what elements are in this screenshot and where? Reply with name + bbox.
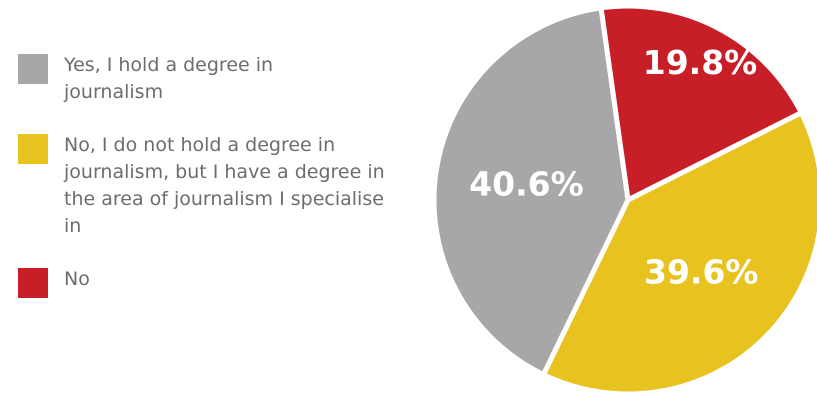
legend-swatch-yellow xyxy=(18,134,48,164)
legend-label: Yes, I hold a degree in journalism xyxy=(64,54,274,103)
legend-item-specialism-degree: No, I do not hold a degree in journalism… xyxy=(18,132,394,240)
data-label-no: 19.8% xyxy=(643,43,758,82)
legend-swatch-gray xyxy=(18,54,48,84)
legend-item-no: No xyxy=(18,266,418,298)
legend-label: No, I do not hold a degree in journalism… xyxy=(64,134,385,237)
pie-slice-no-i-do-not-hold-a-degree-in-j xyxy=(540,110,817,397)
legend-label: No xyxy=(64,268,90,290)
pie-slice-no xyxy=(598,3,804,203)
pie-slice-yes-i-hold-a-degree-in-journal xyxy=(431,5,631,378)
legend-item-yes-degree: Yes, I hold a degree in journalism xyxy=(18,52,364,106)
data-label-yes-i-hold-a-degree-in-journal: 40.6% xyxy=(469,165,584,204)
legend: Yes, I hold a degree in journalism No, I… xyxy=(18,52,418,319)
data-label-no-i-do-not-hold-a-degree-in-j: 39.6% xyxy=(644,253,759,292)
legend-swatch-red xyxy=(18,268,48,298)
